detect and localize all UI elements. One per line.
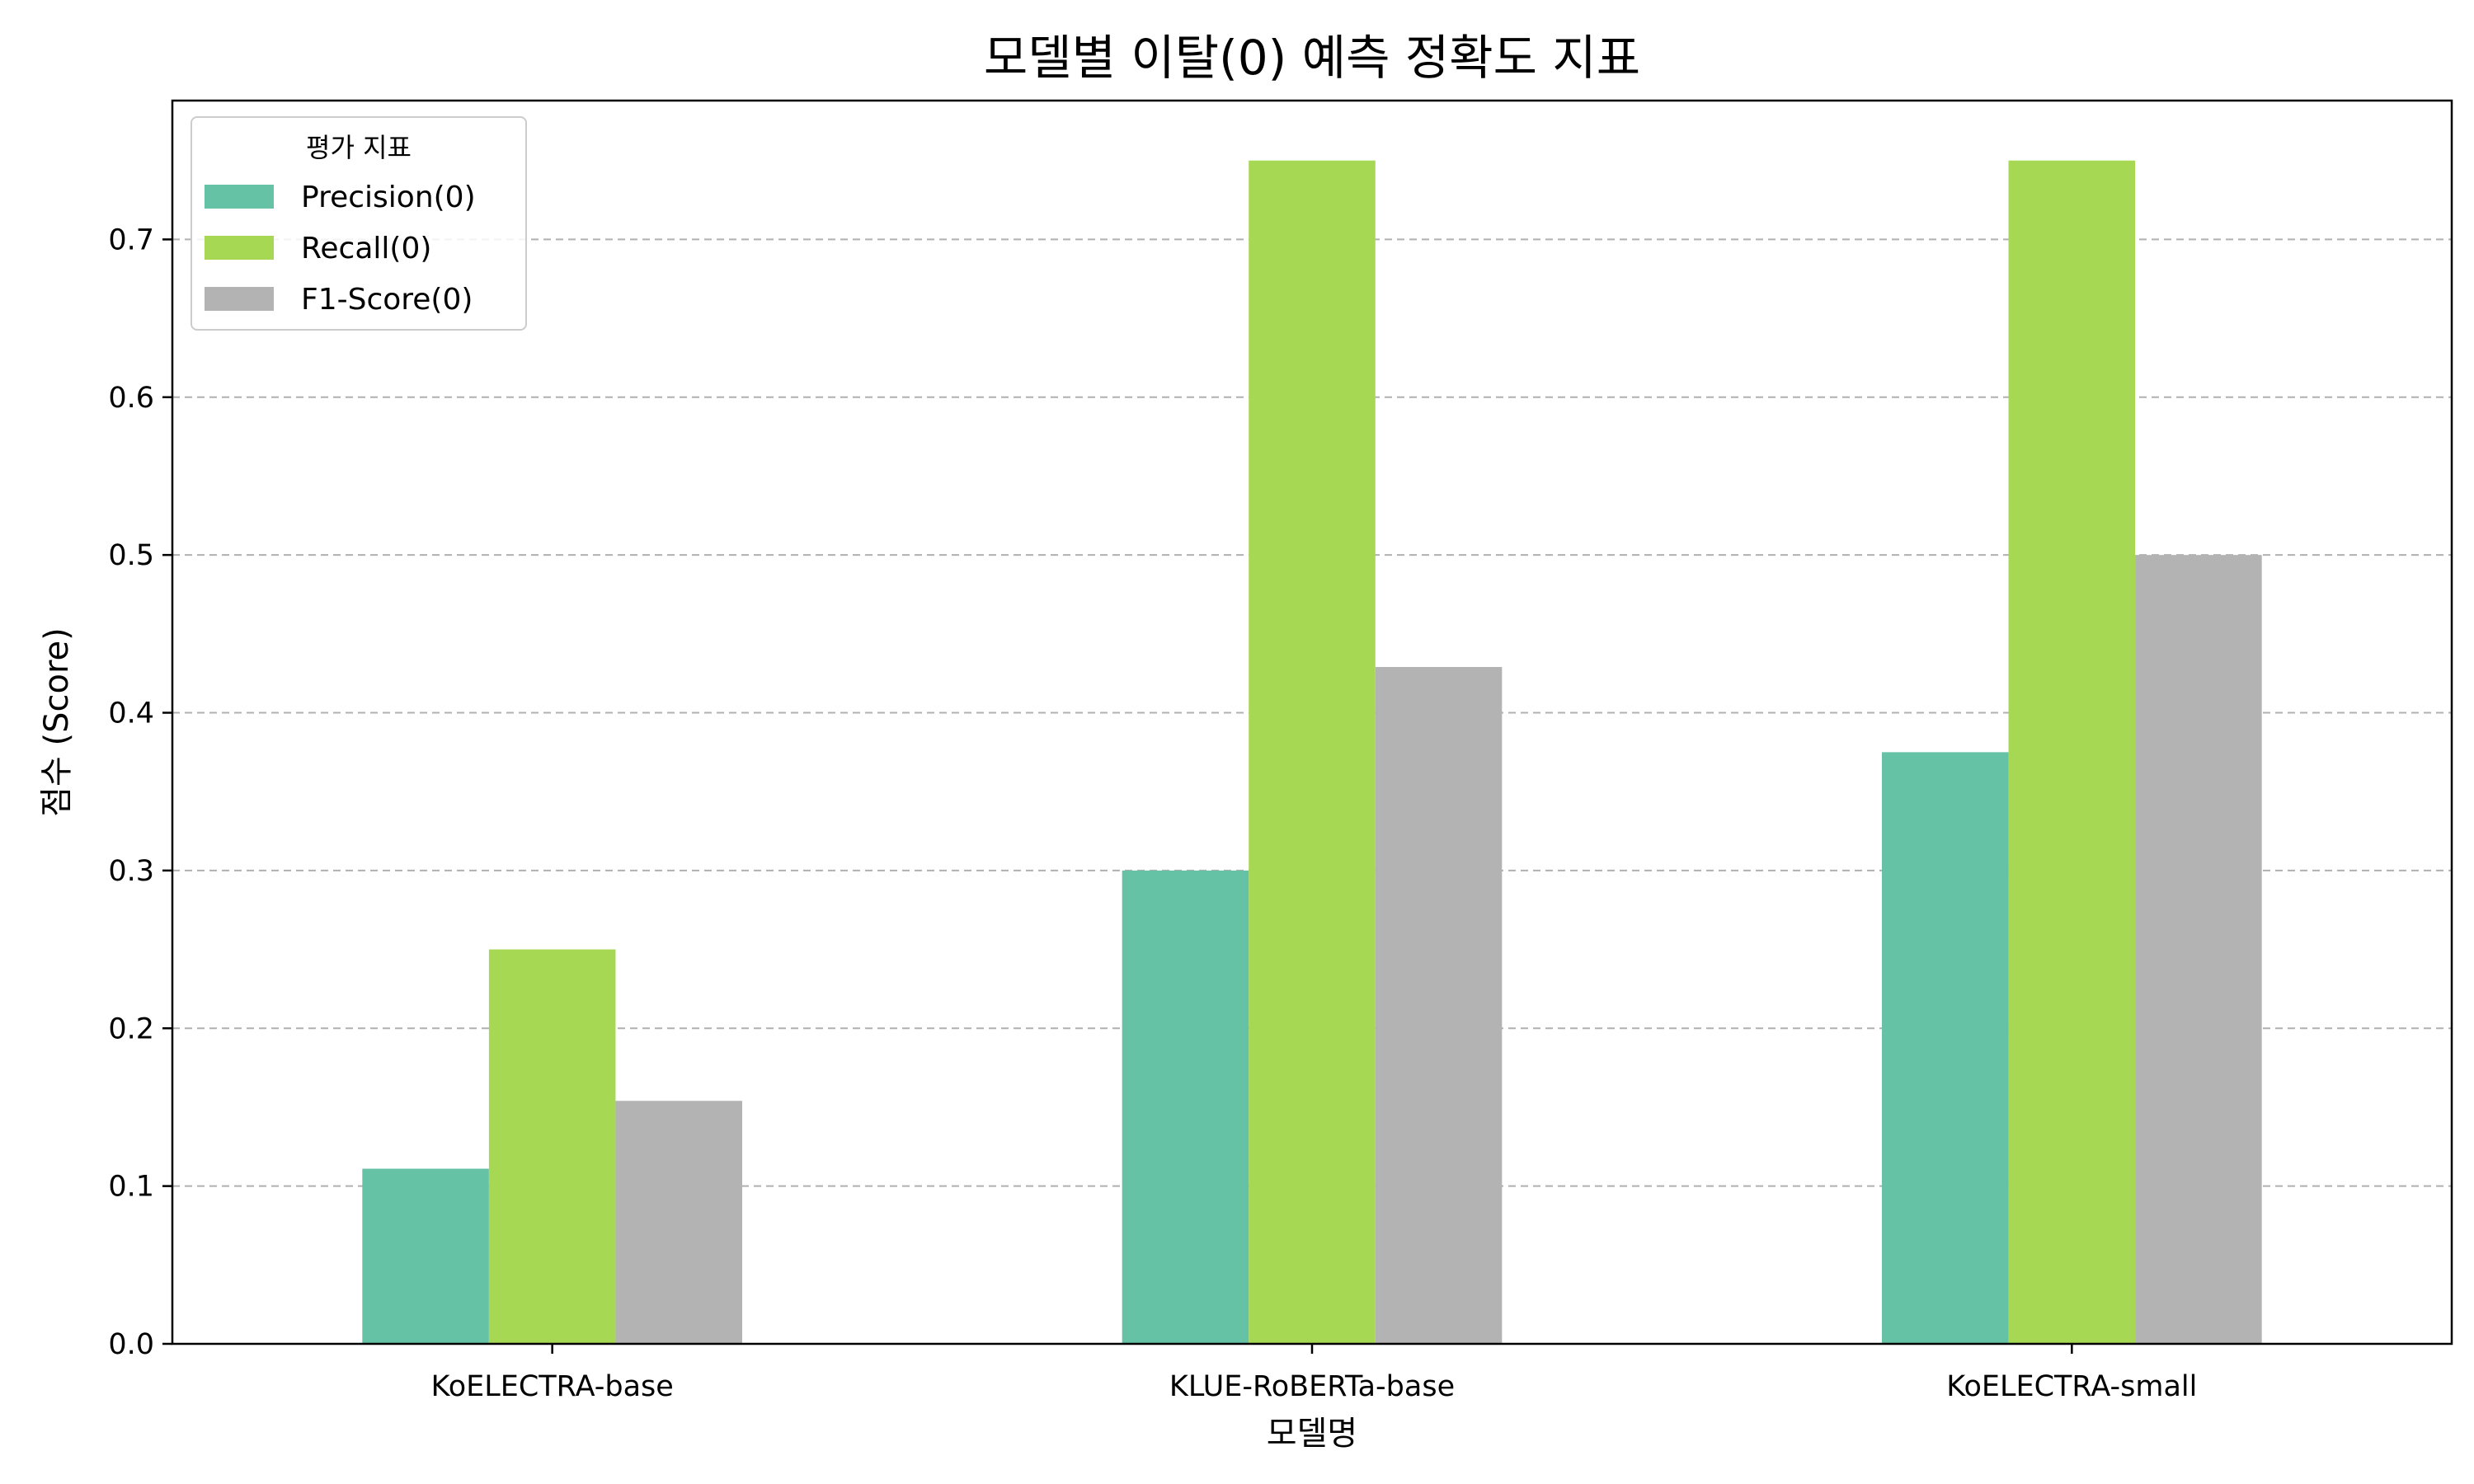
bar [2008,160,2136,1344]
bar [2135,555,2262,1344]
x-axis-label: 모델명 [1267,1415,1357,1453]
legend: 평가 지표 Precision(0) Recall(0) F1-Score(0) [190,116,527,331]
y-tick-label: 0.4 [108,697,154,730]
bar [488,949,616,1344]
x-tick-label: KoELECTRA-base [431,1370,674,1403]
bars [362,160,2262,1344]
y-tick-label: 0.5 [108,539,154,572]
y-axis: 0.0 0.1 0.2 0.3 0.4 0.5 0.6 0.7 [108,223,172,1361]
legend-label: F1-Score(0) [301,283,473,317]
y-tick-label: 0.3 [108,855,154,888]
y-tick-label: 0.2 [108,1012,154,1045]
bar [1122,870,1249,1344]
bar [362,1168,489,1344]
bar [1882,752,2009,1344]
y-tick-label: 0.6 [108,382,154,415]
legend-swatch [205,185,274,209]
y-axis-label: 점수 (Score) [38,627,76,817]
legend-box [190,116,527,331]
x-tick-label: KLUE-RoBERTa-base [1169,1370,1455,1403]
y-tick-label: 0.7 [108,223,154,256]
y-tick-label: 0.0 [108,1328,154,1361]
x-axis: KoELECTRA-base KLUE-RoBERTa-base KoELECTRA… [431,1344,2197,1403]
legend-label: Recall(0) [301,232,431,265]
x-tick-label: KoELECTRA-small [1946,1370,2197,1403]
legend-swatch [205,236,274,260]
y-tick-label: 0.1 [108,1171,154,1204]
legend-swatch [205,287,274,311]
bar [615,1101,742,1344]
chart-title: 모델별 이탈(0) 예측 정확도 지표 [984,30,1640,86]
legend-title: 평가 지표 [306,132,412,163]
legend-label: Precision(0) [301,181,476,214]
bar [1249,160,1376,1344]
bar [1375,667,1503,1344]
